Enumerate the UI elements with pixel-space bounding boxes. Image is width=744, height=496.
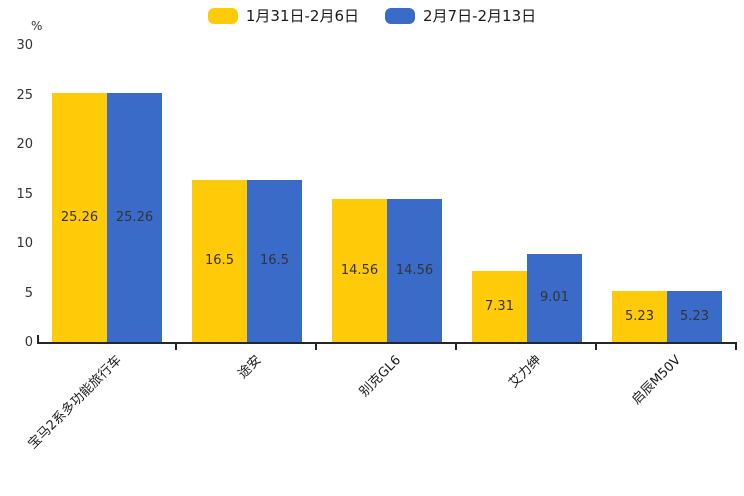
- bar-value-label: 25.26: [60, 209, 99, 225]
- bar-series0-2: [332, 198, 387, 343]
- bar-value-label: 7.31: [485, 298, 514, 314]
- bar-series1-2: [387, 198, 442, 343]
- legend-swatch-icon: [385, 8, 415, 24]
- x-axis-left-stub: [37, 335, 39, 343]
- y-axis-unit-label: %: [31, 19, 43, 33]
- bar-series0-3: [472, 270, 527, 343]
- x-category-label: 艾力绅: [506, 352, 545, 392]
- y-tick-label: 5: [24, 285, 33, 301]
- chart-legend: 1月31日-2月6日 2月7日-2月13日: [0, 8, 744, 24]
- x-category-label: 宝马2系多功能旅行车: [25, 352, 125, 453]
- bar-value-label: 9.01: [540, 290, 569, 306]
- x-axis-tick: [595, 344, 597, 350]
- legend-label: 2月7日-2月13日: [423, 7, 537, 25]
- bar-series0-4: [612, 291, 667, 343]
- bar-series1-0: [107, 92, 162, 343]
- bar-value-label: 14.56: [395, 262, 434, 278]
- legend-label: 1月31日-2月6日: [245, 7, 359, 25]
- y-tick-label: 30: [16, 38, 33, 53]
- bar-series0-1: [192, 179, 247, 343]
- x-axis-tick: [735, 344, 737, 350]
- bar-value-label: 5.23: [625, 309, 654, 325]
- bar-value-label: 16.5: [260, 253, 289, 269]
- x-category-label: 途安: [235, 352, 265, 382]
- y-tick-label: 10: [16, 236, 33, 251]
- y-tick-label: 25: [16, 87, 33, 103]
- y-tick-label: 0: [24, 335, 33, 350]
- y-tick-label: 15: [16, 186, 33, 202]
- x-category-label: 别克GL6: [357, 352, 405, 400]
- x-axis-line: [37, 342, 737, 344]
- legend-item-1[interactable]: 2月7日-2月13日: [385, 8, 536, 24]
- bar-value-label: 16.5: [205, 253, 234, 269]
- bar-value-label: 14.56: [340, 262, 379, 278]
- bar-value-label: 25.26: [115, 209, 154, 225]
- bar-value-label: 5.23: [680, 309, 709, 325]
- bar-series1-1: [247, 179, 302, 343]
- x-category-label: 启辰M50V: [629, 352, 685, 408]
- x-axis-tick: [175, 344, 177, 350]
- y-tick-label: 20: [16, 137, 33, 152]
- bar-series0-0: [52, 92, 107, 343]
- bar-series1-3: [527, 253, 582, 343]
- bar-series1-4: [667, 291, 722, 343]
- x-axis-tick: [455, 344, 457, 350]
- x-axis-tick: [315, 344, 317, 350]
- legend-item-0[interactable]: 1月31日-2月6日: [207, 7, 359, 25]
- legend-swatch-icon: [207, 8, 238, 24]
